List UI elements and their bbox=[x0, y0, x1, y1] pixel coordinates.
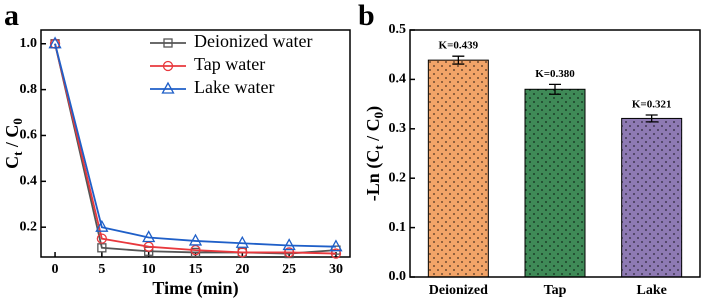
label-part: -Ln (C bbox=[363, 150, 384, 202]
marker bbox=[161, 81, 175, 94]
y-tick-label: 0.2 bbox=[20, 219, 38, 234]
x-tick-label: Deionized bbox=[429, 283, 488, 298]
legend-label: Deionized water bbox=[194, 31, 312, 51]
x-tick-label: 5 bbox=[98, 262, 105, 277]
y-tick-label: 0.4 bbox=[20, 174, 38, 189]
marker bbox=[163, 38, 173, 48]
marker bbox=[142, 230, 156, 243]
x-axis-label: Time (min) bbox=[152, 278, 238, 299]
subscript: t bbox=[10, 151, 25, 156]
marker bbox=[95, 219, 109, 232]
value-label: K=0.380 bbox=[535, 68, 575, 80]
marker bbox=[48, 36, 62, 49]
error-bar bbox=[452, 55, 465, 65]
marker bbox=[330, 248, 342, 259]
marker bbox=[235, 235, 249, 248]
x-tick-label: 25 bbox=[282, 262, 296, 277]
marker bbox=[237, 247, 248, 258]
marker bbox=[96, 233, 108, 244]
marker bbox=[283, 247, 295, 258]
y-tick-label: 1.0 bbox=[20, 36, 38, 51]
x-tick-label: 0 bbox=[52, 262, 59, 277]
series-line bbox=[54, 43, 337, 255]
marker bbox=[190, 244, 201, 256]
bar-pattern bbox=[621, 118, 682, 278]
panel-label: b bbox=[358, 0, 375, 32]
value-label: K=0.321 bbox=[632, 98, 672, 110]
error-bar bbox=[549, 83, 561, 95]
bar-pattern bbox=[525, 89, 585, 277]
label-part: ) bbox=[363, 106, 384, 112]
y-tick-label: 0.1 bbox=[389, 220, 407, 235]
marker bbox=[282, 238, 296, 251]
label-part: / C bbox=[2, 125, 22, 152]
y-tick-label: 0.6 bbox=[20, 128, 38, 143]
x-tick-label: Lake bbox=[636, 283, 666, 298]
x-tick-label: 30 bbox=[329, 262, 343, 277]
y-axis-label: -Ln (Ct / C0) bbox=[363, 106, 386, 201]
x-tick-label: Tap bbox=[544, 283, 567, 298]
y-tick-label: 0.2 bbox=[389, 170, 407, 185]
y-tick-label: 0.4 bbox=[389, 72, 407, 87]
y-tick-label: 0.3 bbox=[389, 121, 407, 136]
label-part: / C bbox=[363, 118, 383, 145]
bar-pattern bbox=[428, 60, 489, 277]
x-tick-label: 10 bbox=[142, 262, 156, 277]
x-tick-label: 20 bbox=[235, 262, 249, 277]
subscript: 0 bbox=[371, 112, 386, 119]
series-line bbox=[54, 43, 336, 248]
marker bbox=[162, 60, 174, 72]
value-label: K=0.439 bbox=[439, 40, 479, 52]
series-line bbox=[54, 43, 336, 255]
marker bbox=[143, 241, 154, 252]
y-tick-label: 0.0 bbox=[389, 269, 407, 284]
legend-label: Lake water bbox=[194, 77, 274, 97]
legend-label: Tap water bbox=[194, 54, 265, 74]
panel-label: a bbox=[4, 0, 19, 32]
y-tick-label: 0.5 bbox=[389, 22, 407, 37]
subscript: 0 bbox=[10, 118, 25, 125]
marker bbox=[97, 243, 107, 253]
marker bbox=[329, 239, 343, 252]
marker bbox=[188, 233, 203, 246]
subscript: t bbox=[371, 145, 386, 150]
y-axis-label: Ct / C0 bbox=[2, 118, 25, 169]
error-bar bbox=[645, 114, 658, 123]
y-tick-label: 0.8 bbox=[20, 82, 38, 97]
label-part: C bbox=[2, 156, 22, 169]
x-tick-label: 15 bbox=[189, 262, 203, 277]
plot-frame bbox=[409, 29, 701, 278]
